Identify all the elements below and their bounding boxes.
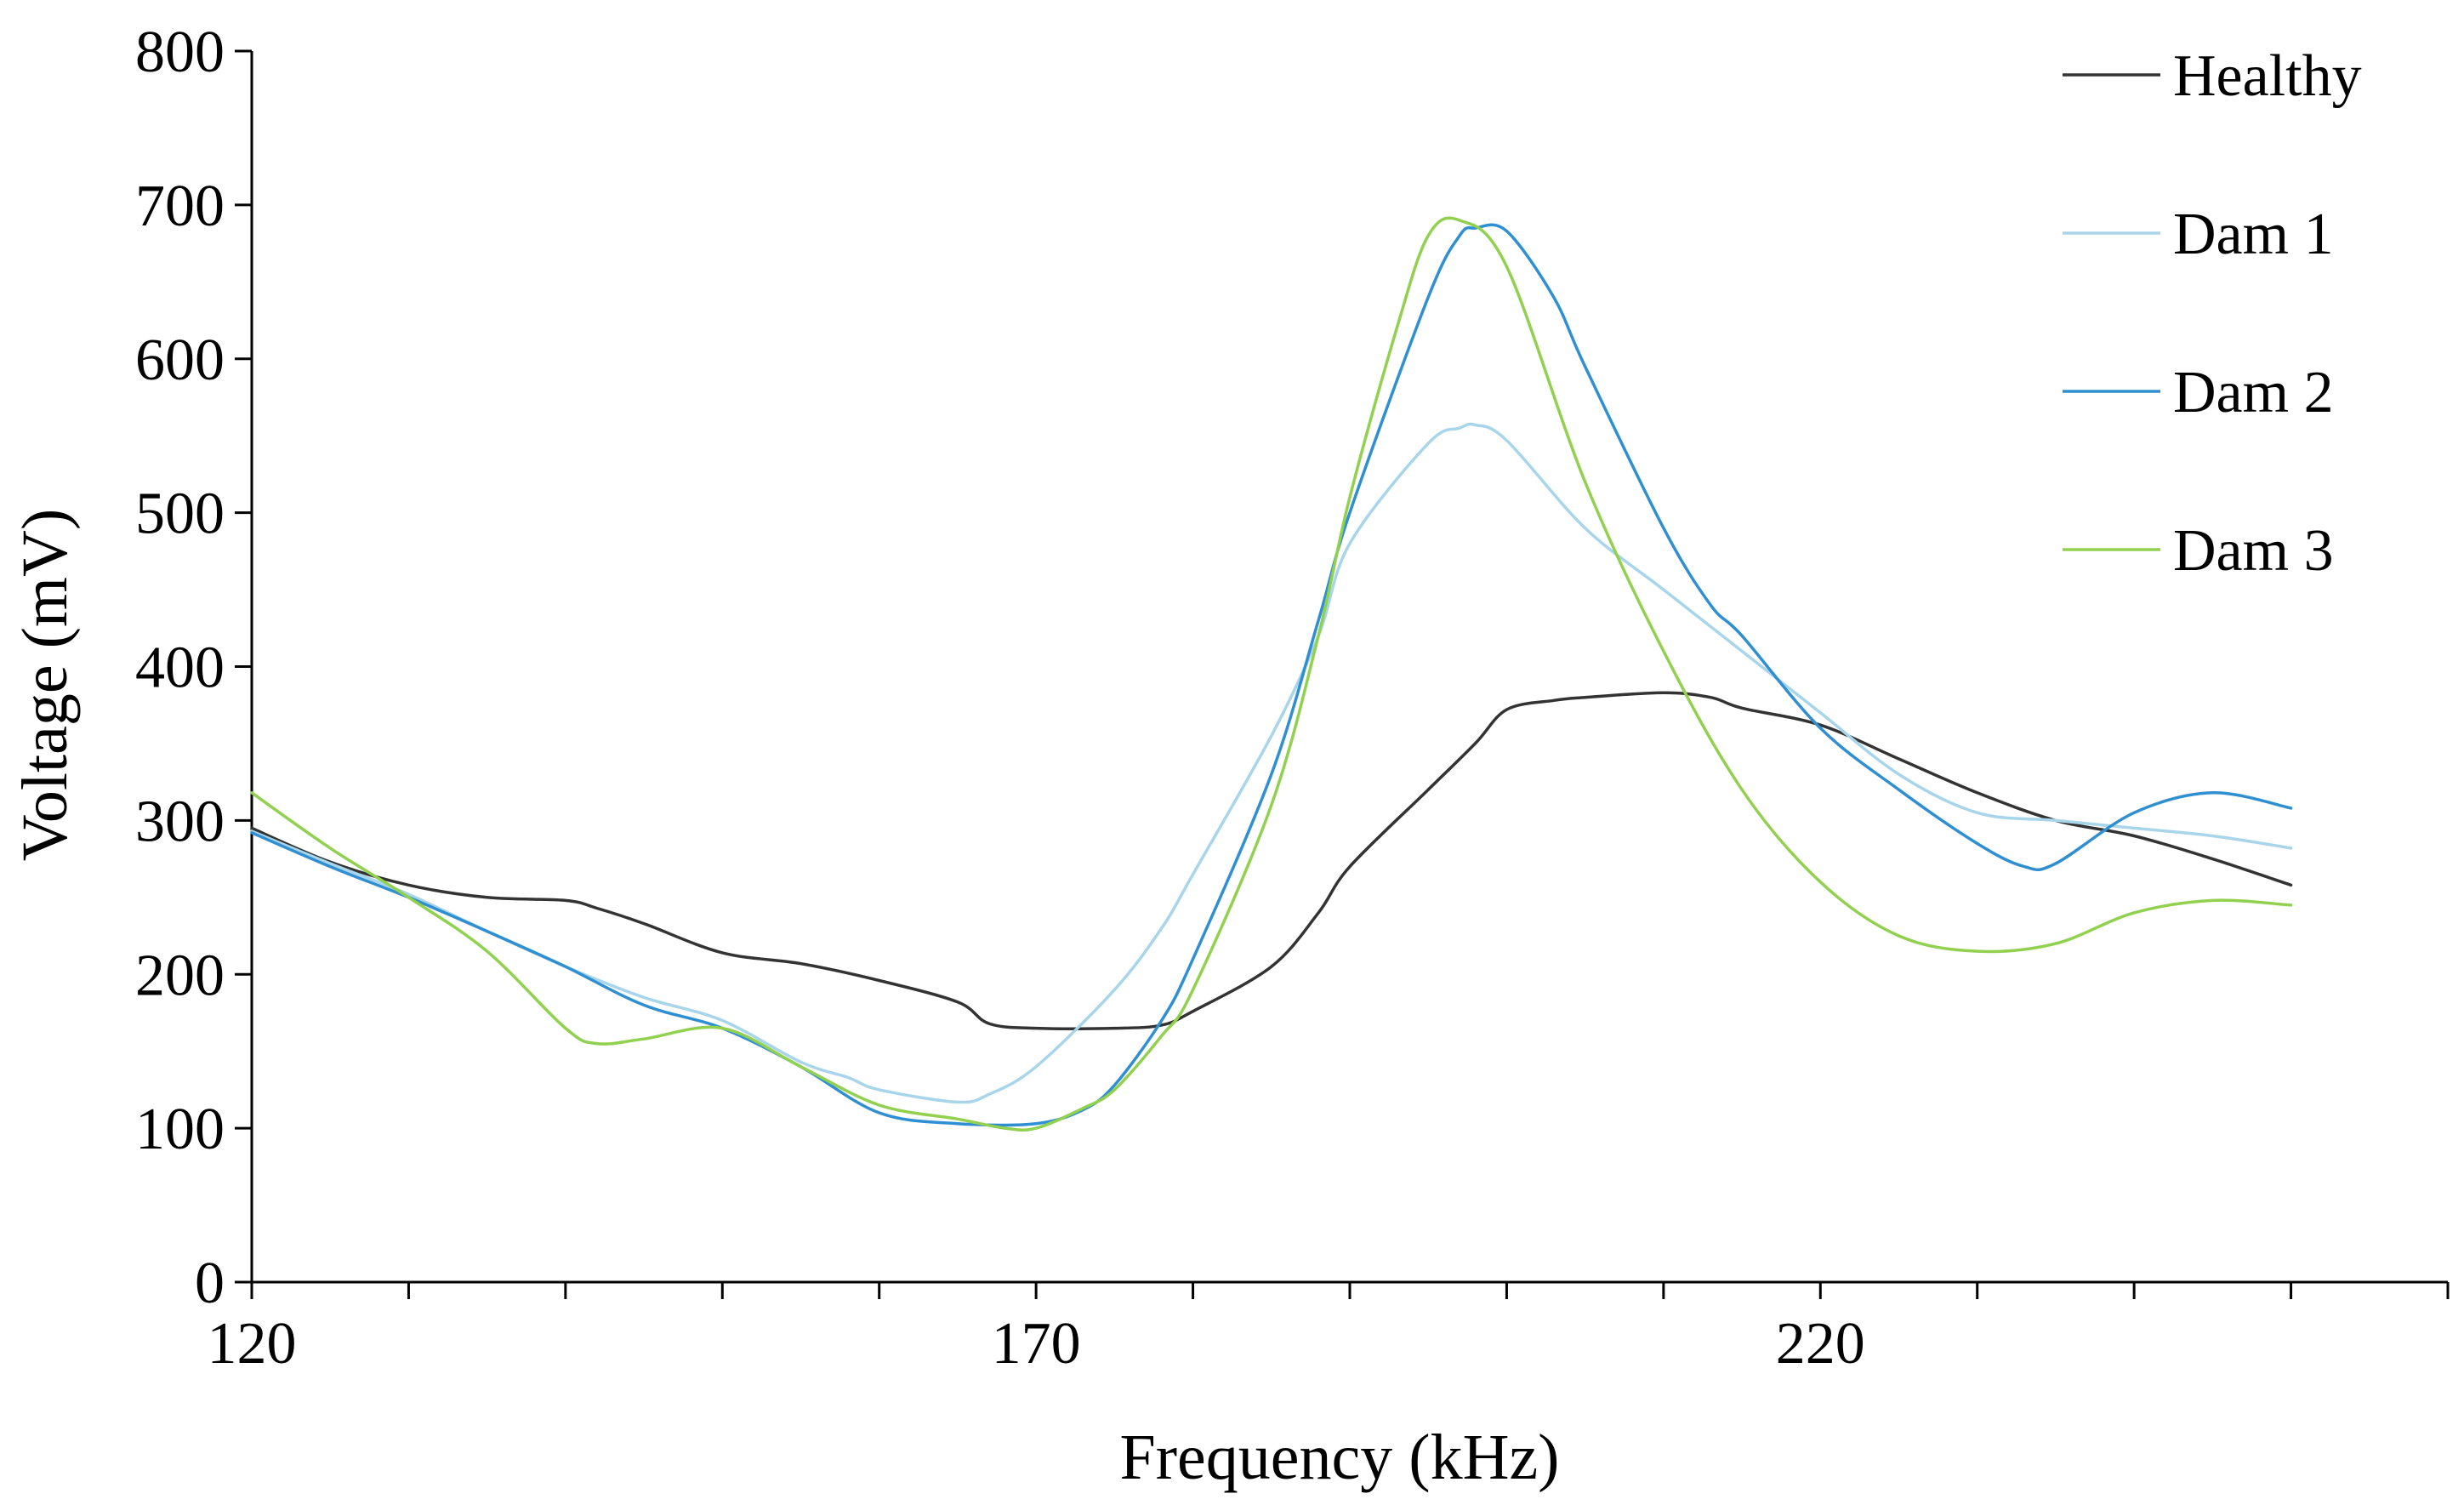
y-tick-label: 800 (135, 20, 225, 85)
legend-label-dam-2: Dam 2 (2173, 360, 2334, 425)
y-tick-label: 700 (135, 174, 225, 239)
y-tick-label: 100 (135, 1097, 225, 1162)
x-tick-label: 220 (1776, 1311, 1865, 1377)
y-tick-label: 600 (135, 328, 225, 393)
y-tick-label: 0 (195, 1251, 225, 1316)
axes (250, 51, 2448, 1284)
y-tick-label: 500 (135, 482, 225, 547)
legend-label-dam-3: Dam 3 (2173, 518, 2334, 584)
series-lines (250, 216, 2293, 1132)
y-tick-label: 300 (135, 789, 225, 854)
y-tick-label: 400 (135, 636, 225, 701)
x-axis-ticks: 120 170 220 (208, 1282, 2450, 1377)
series-line-dam-1 (250, 422, 2293, 1104)
legend-label-healthy: Healthy (2173, 43, 2362, 109)
series-line-dam-2 (250, 223, 2293, 1127)
y-tick-label: 200 (135, 943, 225, 1008)
y-axis-label: Voltage (mV) (9, 509, 81, 861)
x-tick-label: 120 (208, 1311, 297, 1377)
y-axis-ticks: 0 100 200 300 400 500 600 700 800 (135, 20, 252, 1316)
series-line-dam-3 (250, 216, 2293, 1132)
x-tick-label: 170 (992, 1311, 1081, 1377)
series-line-healthy (250, 691, 2293, 1030)
legend-label-dam-1: Dam 1 (2173, 202, 2334, 267)
legend: Healthy Dam 1 Dam 2 Dam 3 (2063, 43, 2362, 584)
x-axis-label: Frequency (kHz) (1119, 1422, 1559, 1493)
